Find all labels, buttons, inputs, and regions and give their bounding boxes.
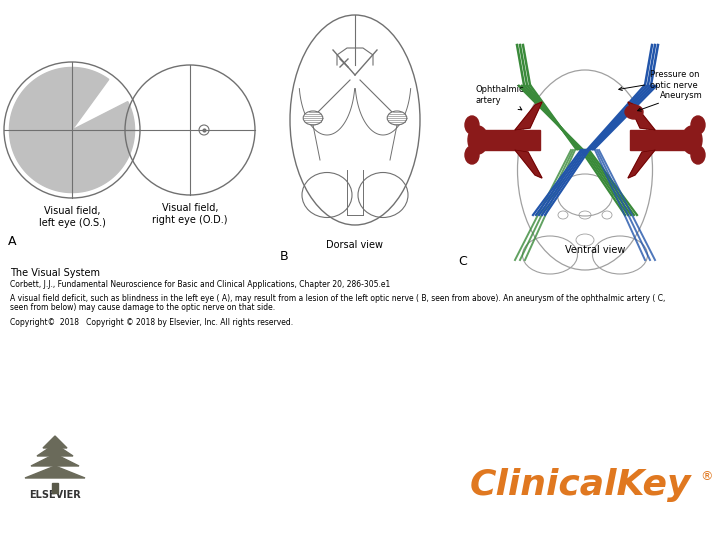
Text: ®: ® [700,470,713,483]
Ellipse shape [465,146,479,164]
Polygon shape [628,150,655,178]
Polygon shape [25,466,85,478]
Text: ELSEVIER: ELSEVIER [29,490,81,500]
Ellipse shape [691,146,705,164]
Ellipse shape [387,111,407,125]
Text: The Visual System: The Visual System [10,268,100,278]
Polygon shape [9,68,135,193]
Text: B: B [280,250,289,263]
Ellipse shape [303,111,323,125]
Text: ClinicalKey: ClinicalKey [470,468,691,502]
Text: C: C [458,255,467,268]
Text: Ventral view: Ventral view [564,245,625,255]
Polygon shape [480,130,540,150]
Ellipse shape [465,116,479,134]
Text: Visual field,
right eye (O.D.): Visual field, right eye (O.D.) [152,203,228,225]
Text: Dorsal view: Dorsal view [326,240,384,250]
Text: A: A [8,235,17,248]
Ellipse shape [682,126,702,154]
Text: Copyright©  2018   Copyright © 2018 by Elsevier, Inc. All rights reserved.: Copyright© 2018 Copyright © 2018 by Else… [10,318,293,327]
Polygon shape [52,483,58,493]
Ellipse shape [468,126,488,154]
Text: Visual field,
left eye (O.S.): Visual field, left eye (O.S.) [39,206,105,227]
Polygon shape [31,454,79,466]
Text: A visual field deficit, such as blindness in the left eye ( A), may result from : A visual field deficit, such as blindnes… [10,294,665,303]
Text: Ophthalmic
artery: Ophthalmic artery [475,85,523,110]
Text: Pressure on
optic nerve: Pressure on optic nerve [618,70,700,91]
Polygon shape [37,444,73,456]
Polygon shape [630,130,690,150]
Text: seen from below) may cause damage to the optic nerve on that side.: seen from below) may cause damage to the… [10,303,275,312]
Polygon shape [515,150,542,178]
Ellipse shape [625,105,643,119]
Text: Corbett, J.J., Fundamental Neuroscience for Basic and Clinical Applications, Cha: Corbett, J.J., Fundamental Neuroscience … [10,280,390,289]
Ellipse shape [691,116,705,134]
Text: Aneurysm: Aneurysm [638,91,703,111]
Polygon shape [628,102,655,130]
Polygon shape [43,436,67,448]
Polygon shape [515,102,542,130]
